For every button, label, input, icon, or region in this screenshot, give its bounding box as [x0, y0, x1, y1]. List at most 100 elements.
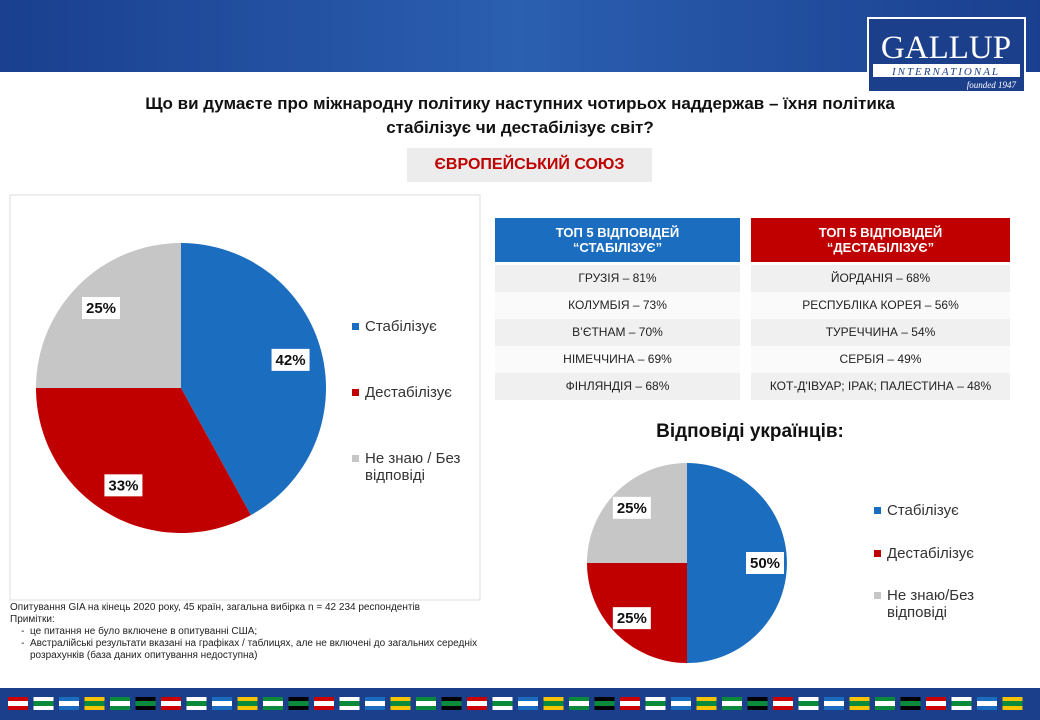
flag-band	[135, 701, 156, 706]
legend-item: Стабілізує	[874, 502, 1004, 519]
table-header: ТОП 5 ВІДПОВІДЕЙ “СТАБІЛІЗУЄ”	[495, 218, 740, 262]
note: Опитування GIA на кінець 2020 року, 45 к…	[10, 602, 420, 613]
flag-band	[263, 701, 283, 706]
chart-title: Відповіді українців:	[656, 421, 844, 442]
note-list: це питання не було включене в опитуванні…	[10, 626, 480, 662]
flag-band	[849, 701, 870, 706]
flag-band	[467, 701, 487, 706]
flag-band	[824, 701, 844, 706]
flags	[8, 697, 1023, 710]
table-header-line: ТОП 5 ВІДПОВІДЕЙ	[818, 225, 943, 240]
legend-item: Не знаю/Без відповіді	[874, 587, 1004, 621]
table-row: НІМЕЧЧИНА – 69%	[495, 346, 740, 373]
pie-slice	[36, 388, 251, 533]
label-box	[82, 297, 121, 320]
logo-stripe	[873, 64, 1020, 77]
flag-band	[696, 701, 717, 706]
flag-band	[33, 701, 54, 706]
legend-swatch	[874, 550, 881, 557]
legend-label: Дестабілізує	[887, 545, 974, 562]
label-box	[271, 348, 310, 371]
data-label: 25%	[617, 610, 647, 627]
flag-band	[773, 701, 793, 706]
flag-band	[543, 701, 564, 706]
flag-band	[110, 701, 130, 706]
flag-band	[747, 701, 768, 706]
table-row: РЕСПУБЛІКА КОРЕЯ – 56%	[751, 292, 1010, 319]
flag-band	[314, 701, 334, 706]
table-row: ГРУЗІЯ – 81%	[495, 265, 740, 292]
legend-label: Дестабілізує	[365, 384, 452, 401]
flag-band	[441, 701, 462, 706]
flag-band	[926, 701, 946, 706]
flag-band	[1002, 701, 1023, 706]
flag-band	[594, 701, 615, 706]
header-band	[0, 0, 1040, 72]
table-body: ГРУЗІЯ – 81% КОЛУМБІЯ – 73% В’ЄТНАМ – 70% Н…	[495, 265, 740, 400]
note-heading: Примітки:	[10, 614, 55, 625]
flag-band	[416, 701, 436, 706]
pie-slice	[181, 243, 326, 516]
table-header: ТОП 5 ВІДПОВІДЕЙ “ДЕСТАБІЛІЗУЄ”	[751, 218, 1010, 262]
legend-swatch	[874, 507, 881, 514]
data-label: 25%	[86, 300, 116, 317]
flag-band	[365, 701, 385, 706]
table-header-line: “ДЕСТАБІЛІЗУЄ”	[826, 240, 935, 255]
legend-label: Стабілізує	[887, 502, 959, 519]
table-row: ТУРЕЧЧИНА – 54%	[751, 319, 1010, 346]
flag-band	[390, 701, 411, 706]
flag-band	[492, 701, 513, 706]
flag-band	[620, 701, 640, 706]
flag-band	[645, 701, 666, 706]
legend-label: Стабілізує	[365, 318, 437, 335]
flag-band	[900, 701, 921, 706]
table-row: КОЛУМБІЯ – 73%	[495, 292, 740, 319]
legend-label: Не знаю / Без відповіді	[365, 450, 461, 484]
data-label: 50%	[750, 555, 780, 572]
flag-band	[798, 701, 819, 706]
logo: GALLUP	[881, 30, 1011, 66]
label-box	[612, 607, 651, 630]
legend-item: Не знаю / Без відповіді	[352, 450, 472, 484]
flag-band	[977, 701, 997, 706]
legend-swatch	[874, 592, 881, 599]
legend-swatch	[352, 455, 359, 462]
label-box	[612, 496, 651, 519]
pie-slice	[687, 463, 787, 663]
notes: Опитування GIA на кінець 2020 року, 45 к…	[10, 602, 480, 662]
flag-band	[875, 701, 895, 706]
data-label: 33%	[108, 477, 138, 494]
legend-item: Дестабілізує	[874, 545, 1004, 562]
flag-band	[518, 701, 538, 706]
flag-band	[339, 701, 360, 706]
data-label: 42%	[276, 352, 306, 369]
data-label: 25%	[617, 500, 647, 517]
legend-item: Стабілізує	[352, 318, 472, 335]
table-row: КОТ-Д'ІВУАР; ІРАК; ПАЛЕСТИНА – 48%	[751, 373, 1010, 400]
flag-band	[8, 701, 28, 706]
title-line: стабілізує чи дестабілізує світ?	[386, 118, 654, 137]
flag-band	[84, 701, 105, 706]
flag-band	[671, 701, 691, 706]
flag-band	[951, 701, 972, 706]
flag-band	[212, 701, 232, 706]
table-row: СЕРБІЯ – 49%	[751, 346, 1010, 373]
flag-band	[722, 701, 742, 706]
flag-band	[569, 701, 589, 706]
legend-label: Не знаю/Без відповіді	[887, 587, 974, 621]
note-item: це питання не було включене в опитуванні…	[30, 626, 480, 638]
legend-item: Дестабілізує	[352, 384, 472, 401]
table-row: ЙОРДАНІЯ – 68%	[751, 265, 1010, 292]
flag-band	[237, 701, 258, 706]
flag-band	[59, 701, 79, 706]
table-row: В’ЄТНАМ – 70%	[495, 319, 740, 346]
table-header-line: “СТАБІЛІЗУЄ”	[572, 240, 663, 255]
logo-sub: INTERNATIONAL	[891, 66, 1000, 78]
table-body: ЙОРДАНІЯ – 68% РЕСПУБЛІКА КОРЕЯ – 56% ТУРЕ…	[751, 265, 1010, 400]
table-row: ФІНЛЯНДІЯ – 68%	[495, 373, 740, 400]
flag-band	[161, 701, 181, 706]
flag-band	[186, 701, 207, 706]
legend-swatch	[352, 323, 359, 330]
